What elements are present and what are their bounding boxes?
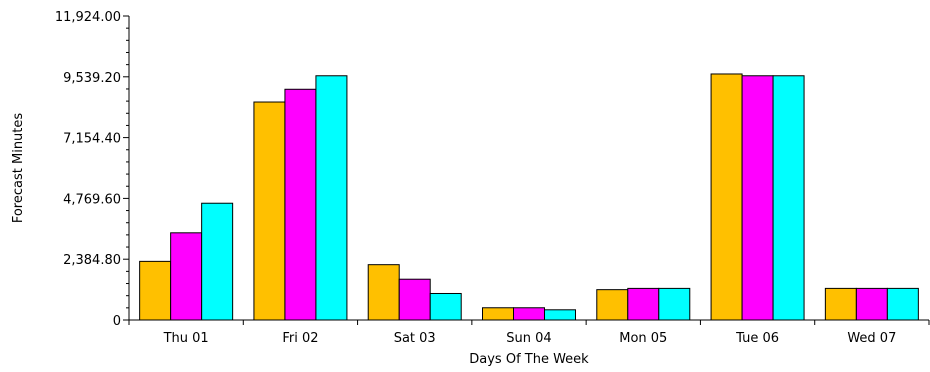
- x-tick-label: Thu 01: [163, 331, 209, 346]
- bar-sun-04-series-2: [513, 307, 545, 321]
- bar-fri-02-series-2: [284, 88, 317, 321]
- x-tick-label: Sat 03: [394, 331, 436, 346]
- bar-mon-05-series-1: [596, 289, 629, 321]
- y-tick-label: 7,154.40: [63, 132, 121, 147]
- bar-mon-05-series-2: [627, 287, 660, 321]
- bar-tue-06-series-3: [772, 75, 805, 321]
- bar-wed-07-series-3: [886, 287, 919, 321]
- y-tick-label: 11,924.00: [55, 10, 121, 25]
- bar-tue-06-series-2: [741, 75, 774, 321]
- bar-sat-03-series-2: [398, 278, 431, 321]
- bar-fri-02-series-1: [253, 101, 286, 321]
- x-tick-label: Mon 05: [619, 331, 667, 346]
- bar-thu-01-series-2: [170, 232, 203, 321]
- y-axis-label: Forecast Minutes: [11, 113, 26, 224]
- x-tick-label: Wed 07: [847, 331, 896, 346]
- bars-layer: [139, 73, 919, 321]
- y-tick-label: 9,539.20: [63, 71, 121, 86]
- ticks-layer: 0 2,384.80 4,769.60 7,154.40 9,539.20 11,924.…: [55, 10, 930, 346]
- x-tick-label: Tue 06: [735, 331, 779, 346]
- y-tick-label: 4,769.60: [63, 192, 121, 207]
- bar-thu-01-series-1: [139, 260, 172, 321]
- bar-tue-06-series-1: [710, 73, 743, 321]
- bar-sat-03-series-1: [367, 264, 400, 321]
- axes-layer: [128, 16, 929, 321]
- x-axis-label: Days Of The Week: [469, 352, 589, 367]
- x-tick-label: Sun 04: [506, 331, 551, 346]
- bar-wed-07-series-2: [855, 287, 888, 321]
- bar-sat-03-series-3: [429, 292, 462, 321]
- bar-sun-04-series-3: [544, 309, 576, 321]
- y-tick-label: 0: [113, 314, 121, 329]
- x-tick-label: Fri 02: [282, 331, 318, 346]
- y-tick-label: 2,384.80: [63, 253, 121, 268]
- bar-sun-04-series-1: [482, 307, 514, 321]
- bar-thu-01-series-3: [201, 202, 234, 321]
- bar-wed-07-series-1: [824, 287, 857, 321]
- bar-fri-02-series-3: [315, 75, 348, 321]
- bar-mon-05-series-3: [658, 287, 691, 321]
